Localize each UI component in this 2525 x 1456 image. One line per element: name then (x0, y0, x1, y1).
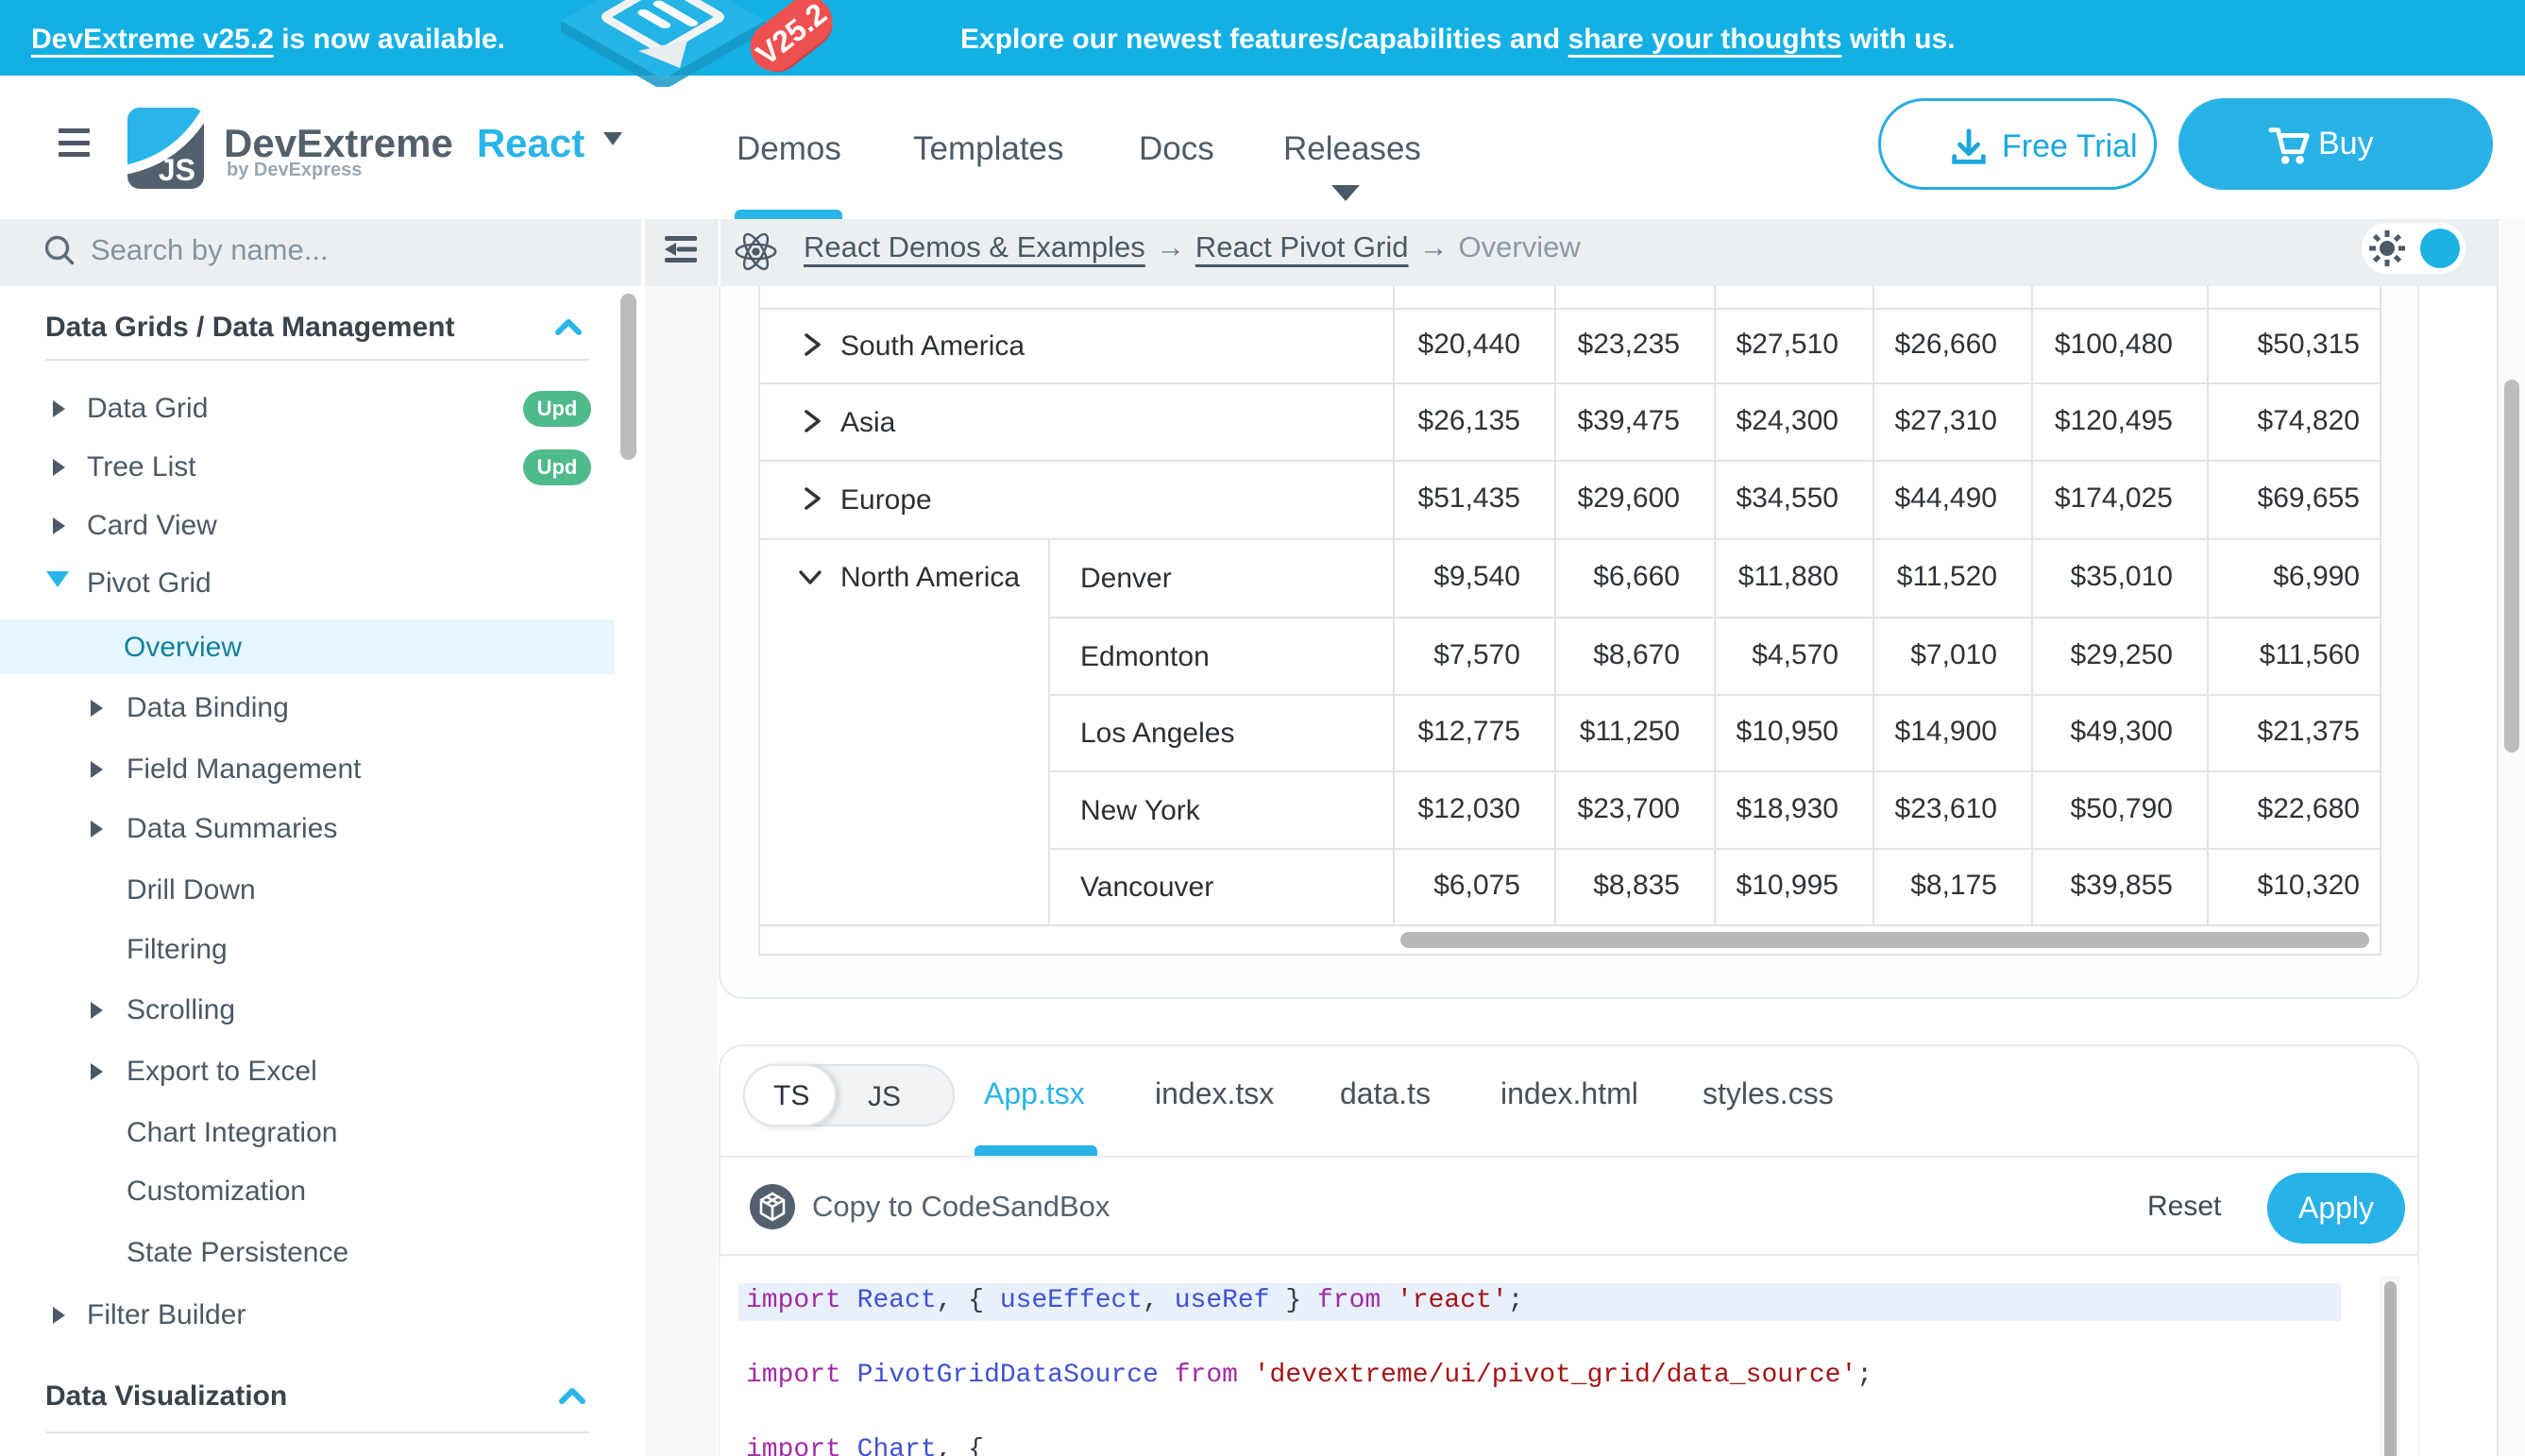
svg-text:JS: JS (159, 153, 195, 187)
